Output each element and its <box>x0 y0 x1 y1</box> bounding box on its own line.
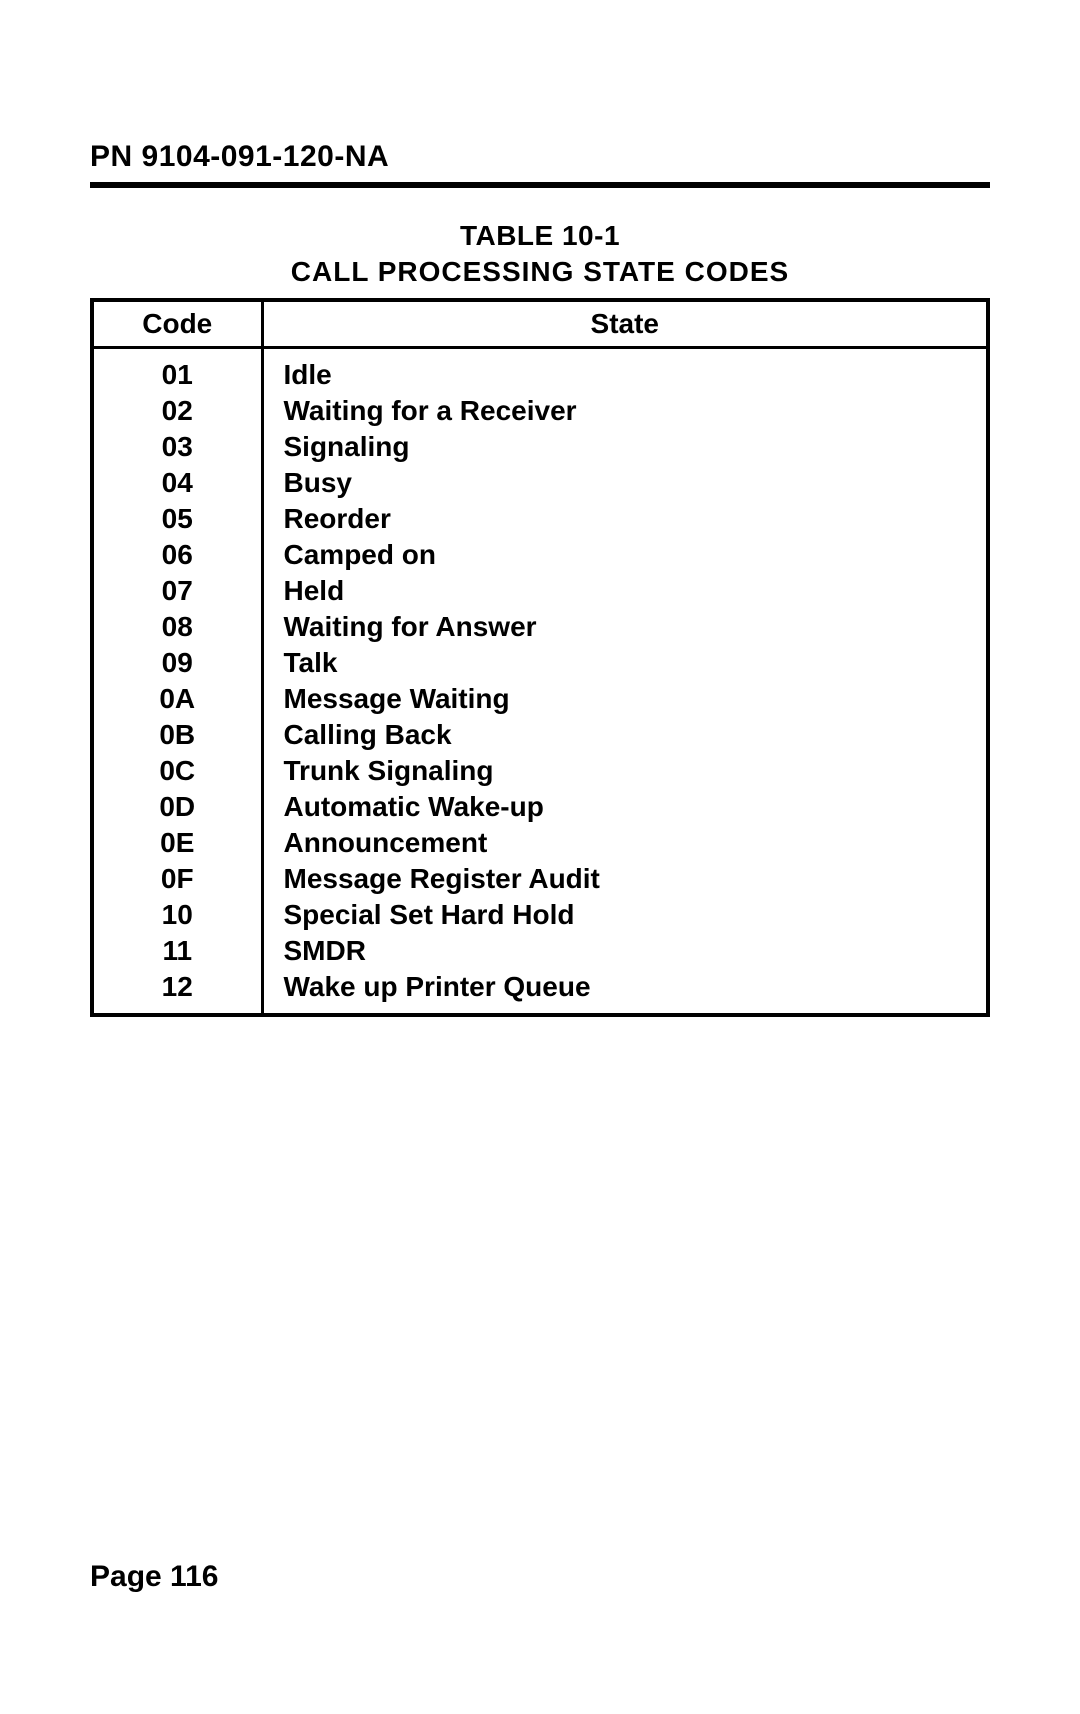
table-row: 0BCalling Back <box>92 717 988 753</box>
code-cell: 06 <box>92 537 262 573</box>
state-cell: Signaling <box>262 429 988 465</box>
state-codes-table: Code State 01Idle 02Waiting for a Receiv… <box>90 298 990 1017</box>
code-cell: 10 <box>92 897 262 933</box>
state-cell: Held <box>262 573 988 609</box>
code-cell: 0C <box>92 753 262 789</box>
table-row: 0AMessage Waiting <box>92 681 988 717</box>
state-cell: Wake up Printer Queue <box>262 969 988 1015</box>
table-row: 11SMDR <box>92 933 988 969</box>
state-cell: Announcement <box>262 825 988 861</box>
table-row: 0CTrunk Signaling <box>92 753 988 789</box>
code-cell: 07 <box>92 573 262 609</box>
state-cell: Talk <box>262 645 988 681</box>
state-cell: Idle <box>262 348 988 394</box>
table-row: 06Camped on <box>92 537 988 573</box>
col-header-state: State <box>262 300 988 348</box>
state-cell: Special Set Hard Hold <box>262 897 988 933</box>
state-cell: Waiting for a Receiver <box>262 393 988 429</box>
code-cell: 01 <box>92 348 262 394</box>
code-cell: 05 <box>92 501 262 537</box>
state-cell: Message Register Audit <box>262 861 988 897</box>
code-cell: 0A <box>92 681 262 717</box>
table-row: 08Waiting for Answer <box>92 609 988 645</box>
table-header-row: Code State <box>92 300 988 348</box>
state-cell: Waiting for Answer <box>262 609 988 645</box>
code-cell: 0F <box>92 861 262 897</box>
table-row: 10Special Set Hard Hold <box>92 897 988 933</box>
table-row: 02Waiting for a Receiver <box>92 393 988 429</box>
state-cell: Automatic Wake-up <box>262 789 988 825</box>
table-row: 04Busy <box>92 465 988 501</box>
document-header: PN 9104-091-120-NA <box>90 140 990 188</box>
code-cell: 0E <box>92 825 262 861</box>
table-row: 03Signaling <box>92 429 988 465</box>
col-header-code: Code <box>92 300 262 348</box>
code-cell: 11 <box>92 933 262 969</box>
state-cell: Reorder <box>262 501 988 537</box>
state-cell: Busy <box>262 465 988 501</box>
table-row: 01Idle <box>92 348 988 394</box>
code-cell: 08 <box>92 609 262 645</box>
code-cell: 0D <box>92 789 262 825</box>
table-row: 0FMessage Register Audit <box>92 861 988 897</box>
code-cell: 09 <box>92 645 262 681</box>
state-cell: Calling Back <box>262 717 988 753</box>
table-body: 01Idle 02Waiting for a Receiver 03Signal… <box>92 348 988 1016</box>
state-cell: SMDR <box>262 933 988 969</box>
code-cell: 12 <box>92 969 262 1015</box>
table-row: 07Held <box>92 573 988 609</box>
code-cell: 02 <box>92 393 262 429</box>
table-row: 05Reorder <box>92 501 988 537</box>
table-row: 09Talk <box>92 645 988 681</box>
table-caption: TABLE 10-1 <box>90 220 990 252</box>
table-title: CALL PROCESSING STATE CODES <box>90 256 990 288</box>
page-footer: Page 116 <box>90 1560 218 1594</box>
code-cell: 03 <box>92 429 262 465</box>
table-row: 0DAutomatic Wake-up <box>92 789 988 825</box>
table-row: 0EAnnouncement <box>92 825 988 861</box>
table-row: 12Wake up Printer Queue <box>92 969 988 1015</box>
code-cell: 0B <box>92 717 262 753</box>
state-cell: Camped on <box>262 537 988 573</box>
state-cell: Message Waiting <box>262 681 988 717</box>
state-cell: Trunk Signaling <box>262 753 988 789</box>
code-cell: 04 <box>92 465 262 501</box>
